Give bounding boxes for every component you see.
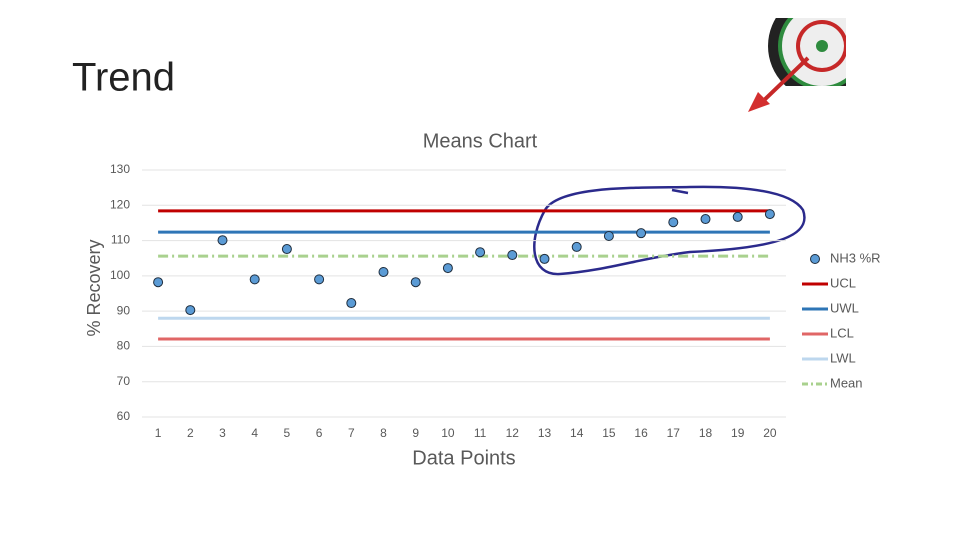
y-tick-label: 70 bbox=[117, 374, 131, 388]
y-axis-label: % Recovery bbox=[84, 239, 104, 336]
data-point bbox=[410, 277, 421, 288]
legend-label: NH3 %R bbox=[830, 250, 881, 265]
slide-title: Trend bbox=[72, 56, 175, 100]
x-tick-label: 20 bbox=[763, 426, 777, 440]
legend-label: UCL bbox=[830, 275, 856, 290]
x-tick-label: 13 bbox=[538, 426, 552, 440]
x-tick-label: 2 bbox=[187, 426, 194, 440]
x-tick-label: 6 bbox=[316, 426, 323, 440]
legend-marker bbox=[810, 254, 820, 264]
data-point bbox=[249, 274, 260, 285]
data-point bbox=[764, 209, 775, 220]
x-tick-label: 4 bbox=[251, 426, 258, 440]
x-tick-label: 7 bbox=[348, 426, 355, 440]
data-point bbox=[442, 263, 453, 274]
x-tick-label: 8 bbox=[380, 426, 387, 440]
data-point bbox=[153, 277, 164, 288]
data-point bbox=[346, 298, 357, 309]
x-tick-label: 12 bbox=[506, 426, 520, 440]
y-tick-label: 110 bbox=[111, 233, 130, 247]
legend-label: UWL bbox=[830, 300, 859, 315]
data-point bbox=[571, 241, 582, 252]
data-point bbox=[700, 214, 711, 225]
x-tick-label: 10 bbox=[441, 426, 455, 440]
data-point bbox=[636, 228, 647, 239]
data-point bbox=[314, 274, 325, 285]
legend-label: LCL bbox=[830, 325, 854, 340]
x-tick-label: 9 bbox=[412, 426, 419, 440]
y-tick-label: 60 bbox=[117, 409, 131, 423]
legend-label: Mean bbox=[830, 375, 863, 390]
x-tick-label: 16 bbox=[634, 426, 648, 440]
legend-label: LWL bbox=[830, 350, 856, 365]
annotation-loop bbox=[533, 185, 806, 276]
data-point bbox=[378, 266, 389, 277]
x-axis-label: Data Points bbox=[412, 447, 515, 469]
y-tick-label: 100 bbox=[110, 268, 130, 282]
dart bbox=[748, 56, 810, 112]
y-tick-label: 90 bbox=[117, 303, 131, 317]
y-tick-label: 80 bbox=[117, 339, 131, 353]
x-tick-label: 18 bbox=[699, 426, 713, 440]
data-point bbox=[668, 217, 679, 228]
x-tick-label: 1 bbox=[155, 426, 162, 440]
y-tick-label: 120 bbox=[110, 197, 130, 211]
x-tick-label: 3 bbox=[219, 426, 226, 440]
x-tick-label: 19 bbox=[731, 426, 745, 440]
x-tick-label: 15 bbox=[602, 426, 616, 440]
dartboard bbox=[768, 18, 846, 86]
data-point bbox=[185, 305, 196, 316]
data-point bbox=[603, 230, 614, 241]
data-point bbox=[281, 244, 292, 255]
data-point bbox=[217, 235, 228, 246]
x-tick-label: 17 bbox=[667, 426, 681, 440]
data-point bbox=[732, 211, 743, 222]
data-point bbox=[475, 247, 486, 258]
data-point bbox=[539, 253, 550, 264]
x-tick-label: 11 bbox=[474, 426, 487, 440]
x-tick-label: 14 bbox=[570, 426, 584, 440]
x-tick-label: 5 bbox=[284, 426, 291, 440]
chart-title: Means Chart bbox=[423, 130, 538, 152]
y-tick-label: 130 bbox=[110, 162, 130, 176]
data-point bbox=[507, 250, 518, 261]
